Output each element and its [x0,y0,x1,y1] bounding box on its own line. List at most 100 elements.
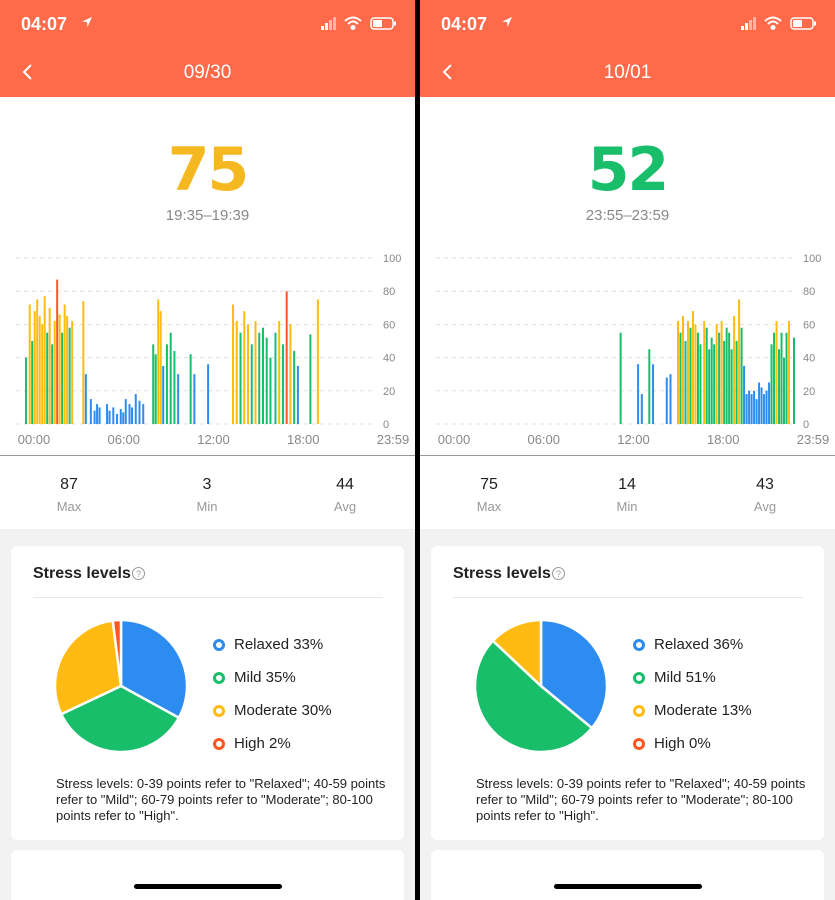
status-time: 04:07 [21,14,68,34]
help-icon[interactable]: ? [132,567,145,580]
relaxed-dot-icon [633,638,645,651]
stress-bar [788,321,791,424]
stat-min-value: 14 [618,476,636,493]
stress-bar [740,327,743,424]
home-indicator[interactable] [134,884,282,889]
legend-label: Relaxed 33% [234,636,324,653]
help-icon[interactable]: ? [552,567,565,580]
legend-label: Mild 51% [654,669,716,686]
date-title: 10/01 [603,62,652,83]
stress-bar [780,332,783,424]
stress-bar [119,409,122,424]
stress-levels-note: Stress levels: 0-39 points refer to "Rel… [476,776,806,823]
y-tick-label: 40 [803,353,815,365]
next-card [431,850,824,900]
stress-bar [68,327,71,424]
signal-icon [741,17,756,30]
stress-levels-note: Stress levels: 0-39 points refer to "Rel… [56,776,386,823]
status-icons [741,16,816,30]
stress-bar [637,364,640,424]
stress-bar [728,332,731,424]
stress-bar [258,332,261,424]
stat-avg: 43 Avg [710,476,820,514]
stress-bar [142,404,145,424]
back-arrow-icon[interactable] [20,62,36,82]
x-tick-label: 00:00 [438,432,471,447]
stress-bar [665,377,668,424]
right-panel: 04:07 10/01 52 23:55–23:59 100 80 60 40 20 0 0… [420,0,835,900]
stress-bar [108,410,111,424]
stress-bar [293,350,296,424]
stress-bar [98,407,101,424]
stress-bar [66,316,69,424]
stress-bar [793,337,796,424]
next-card [11,850,404,900]
stress-bar [232,304,235,424]
stress-bar [699,344,702,424]
stress-bar [281,344,284,424]
latest-stress-value: 52 [587,135,670,205]
pie-slice-moderate [53,619,123,716]
stress-bar [89,399,92,424]
stat-max-value: 75 [480,476,498,493]
moderate-dot-icon [213,704,225,717]
pie-slice-relaxed [119,618,189,720]
stress-bar-chart: 100 80 60 40 20 0 00:00 06:00 12:00 18:00 23:59 [16,253,409,447]
stress-bar [106,404,109,424]
stress-bar [735,341,738,424]
x-tick-label: 12:00 [197,432,230,447]
stat-max-label: Max [476,499,502,514]
y-tick-label: 100 [383,253,401,265]
stress-bar [763,394,766,424]
stat-max-value: 87 [60,476,78,493]
stress-bar [165,344,168,424]
legend-high: High 2% [213,727,332,760]
x-tick-label: 00:00 [18,432,51,447]
stress-bar [684,341,687,424]
stress-bar [705,327,708,424]
location-arrow-icon [502,17,512,27]
stress-bar [718,332,721,424]
stress-bar [783,357,786,424]
home-indicator[interactable] [554,884,702,889]
stress-bar [239,332,242,424]
stress-bar [785,332,788,424]
divider [420,455,835,456]
header: 04:07 10/01 [420,0,835,97]
x-tick-label: 18:00 [287,432,320,447]
stat-max: 75 Max [434,476,544,514]
stress-bar [193,374,196,424]
stat-max-label: Max [56,499,82,514]
signal-icon [321,17,336,30]
stress-bar [765,390,768,424]
stress-bar [265,337,268,424]
header: 04:07 09/30 [0,0,415,97]
stress-bar [652,364,655,424]
stress-bar-chart: 100 80 60 40 20 0 00:00 06:00 12:00 18:00 23:59 [436,253,829,447]
stress-bar [710,337,713,424]
stress-bar [773,332,776,424]
legend-moderate: Moderate 30% [213,694,332,727]
stress-bar [676,321,679,424]
stress-bar [41,324,44,424]
back-arrow-icon[interactable] [440,62,456,82]
y-tick-label: 0 [803,419,809,431]
relaxed-dot-icon [213,638,225,651]
stress-bar [254,321,257,424]
y-tick-label: 80 [383,286,395,298]
stress-bar [770,344,773,424]
stress-bar [745,394,748,424]
stat-avg-value: 44 [336,476,354,493]
legend-mild: Mild 51% [633,661,752,694]
stress-bar [48,307,51,424]
pie-slice-mild [59,684,181,754]
y-tick-label: 60 [383,319,395,331]
legend-moderate: Moderate 13% [633,694,752,727]
status-icons [321,16,396,30]
x-tick-label: 06:00 [527,432,560,447]
legend-mild: Mild 35% [213,661,332,694]
stress-bar [689,327,692,424]
stress-bar [768,382,771,424]
legend-label: Moderate 13% [654,702,752,719]
stress-bar [713,344,716,424]
